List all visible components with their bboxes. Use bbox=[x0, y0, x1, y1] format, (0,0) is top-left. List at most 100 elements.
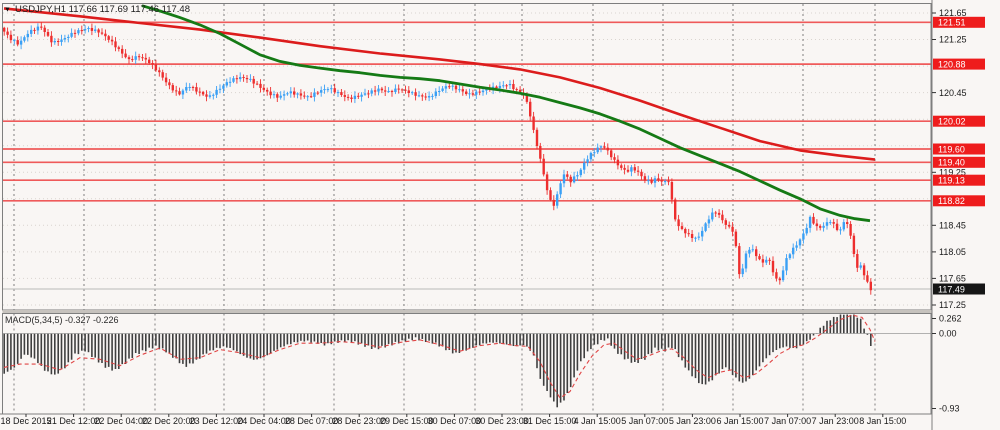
candle-body bbox=[151, 63, 154, 65]
current-price-badge-label: 117.49 bbox=[938, 284, 965, 294]
macd-label: MACD(5,34,5) -0.327 -0.226 bbox=[5, 315, 119, 325]
candle-body bbox=[687, 233, 690, 235]
candle-body bbox=[775, 272, 778, 279]
candle-body bbox=[124, 53, 127, 58]
price-tick-label: 119.25 bbox=[939, 168, 966, 178]
candle-body bbox=[293, 91, 296, 95]
candle-body bbox=[43, 27, 46, 32]
macd-pane[interactable] bbox=[3, 314, 931, 408]
candle-body bbox=[330, 88, 333, 90]
macd-tick-label: 0.00 bbox=[939, 329, 957, 339]
candle-body bbox=[134, 56, 137, 60]
candle-body bbox=[542, 158, 545, 175]
candle-body bbox=[599, 146, 603, 148]
candle-body bbox=[630, 167, 633, 172]
candle-body bbox=[427, 96, 431, 98]
candle-body bbox=[647, 180, 650, 182]
candle-body bbox=[731, 226, 734, 232]
candle-body bbox=[228, 81, 232, 83]
candle-body bbox=[110, 39, 114, 42]
candle-body bbox=[714, 212, 717, 214]
candle-body bbox=[259, 83, 262, 88]
candle-body bbox=[185, 87, 188, 91]
candle-body bbox=[744, 253, 748, 269]
candle-body bbox=[660, 180, 663, 182]
candle-body bbox=[566, 174, 569, 177]
candle-body bbox=[320, 90, 323, 93]
candle-body bbox=[53, 41, 56, 43]
candle-body bbox=[57, 41, 60, 42]
candle-body bbox=[475, 91, 478, 95]
candle-body bbox=[596, 147, 599, 153]
candle-body bbox=[481, 90, 485, 93]
candle-body bbox=[73, 32, 77, 34]
candle-body bbox=[694, 237, 697, 239]
candle-body bbox=[117, 47, 120, 49]
candle-body bbox=[839, 229, 842, 231]
candle-body bbox=[400, 89, 404, 91]
candle-body bbox=[711, 212, 714, 220]
time-tick-label: 4 Jan 15:00 bbox=[574, 416, 621, 426]
candle-body bbox=[576, 175, 579, 177]
candlestick-plot-area[interactable] bbox=[3, 22, 872, 295]
candle-body bbox=[535, 129, 539, 146]
candle-body bbox=[50, 35, 53, 43]
candle-body bbox=[441, 88, 444, 91]
candle-body bbox=[448, 86, 451, 88]
candle-body bbox=[626, 169, 630, 172]
level-price-badge bbox=[933, 156, 985, 168]
candle-body bbox=[485, 88, 488, 91]
candle-body bbox=[168, 82, 171, 86]
candle-body bbox=[343, 95, 346, 97]
candle-body bbox=[562, 174, 566, 184]
candle-body bbox=[299, 93, 303, 96]
candle-body bbox=[761, 259, 765, 263]
candle-body bbox=[815, 223, 819, 227]
time-tick-label: 28 Dec 23:00 bbox=[332, 416, 386, 426]
candle-body bbox=[363, 93, 367, 95]
candle-body bbox=[819, 226, 822, 228]
candle-body bbox=[556, 194, 559, 206]
macd-tick-label: -0.93 bbox=[939, 404, 960, 414]
level-price-badge-label: 118.82 bbox=[938, 196, 965, 206]
candle-body bbox=[158, 70, 161, 73]
candle-body bbox=[100, 32, 104, 34]
candle-body bbox=[802, 233, 805, 240]
candle-body bbox=[579, 169, 582, 176]
candle-body bbox=[539, 146, 542, 159]
candle-body bbox=[384, 90, 387, 92]
current-price-badge bbox=[933, 283, 985, 295]
candle-body bbox=[30, 29, 33, 34]
candle-body bbox=[572, 176, 576, 183]
candle-body bbox=[717, 212, 721, 215]
candle-body bbox=[212, 94, 215, 96]
candle-body bbox=[114, 41, 117, 48]
candle-body bbox=[808, 216, 812, 228]
time-tick-label: 22 Dec 20:00 bbox=[142, 416, 196, 426]
candle-body bbox=[606, 147, 609, 151]
candle-body bbox=[198, 91, 201, 93]
candle-body bbox=[313, 92, 316, 97]
candle-body bbox=[397, 88, 400, 90]
candle-body bbox=[771, 260, 775, 273]
time-tick-label: 28 Dec 07:00 bbox=[285, 416, 339, 426]
candle-body bbox=[613, 157, 616, 160]
candle-body bbox=[856, 254, 859, 268]
candle-body bbox=[83, 29, 87, 31]
candle-body bbox=[512, 84, 515, 90]
candle-body bbox=[518, 89, 522, 93]
candle-body bbox=[829, 222, 832, 224]
candle-body bbox=[131, 59, 134, 61]
candle-body bbox=[788, 254, 792, 259]
candle-body bbox=[832, 222, 835, 224]
pane-separator[interactable] bbox=[2, 310, 932, 314]
candle-body bbox=[670, 182, 674, 200]
candle-body bbox=[239, 77, 242, 80]
candle-body bbox=[13, 40, 16, 42]
symbol-dropdown-icon[interactable]: ▼ bbox=[4, 7, 11, 14]
price-axis[interactable]: 121.65 121.25 120.45 119.25 118.45 118.05 117.… bbox=[931, 0, 985, 430]
candle-body bbox=[70, 32, 73, 37]
